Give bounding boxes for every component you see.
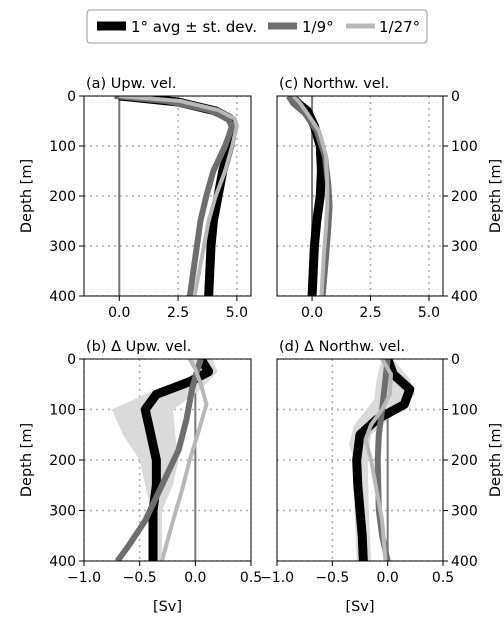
- panel-b-delta-upwelling: −1.0 −0.5 0.0 0.5 0 100 200 300 400 (b) Δ Upw. ve…: [19, 339, 262, 615]
- panel-title: (b) Δ Upw. vel.: [86, 339, 191, 355]
- y-tick-label: 300: [49, 504, 76, 520]
- y-tick-label: 400: [49, 554, 76, 570]
- x-tick-label: 2.5: [167, 305, 189, 321]
- y-tick-label: 200: [451, 189, 478, 205]
- y-axis-label: Depth [m]: [488, 159, 504, 233]
- series-line-3: [119, 96, 239, 296]
- y-tick-label: 100: [49, 403, 76, 419]
- x-tick-label: 5.0: [226, 305, 248, 321]
- legend-label-1-27deg: 1/27°: [379, 18, 420, 36]
- panel-title: (d) Δ Northw. vel.: [279, 339, 405, 355]
- stdev-band: [348, 359, 416, 561]
- y-tick-label: 100: [49, 139, 76, 155]
- y-tick-label: 400: [49, 289, 76, 305]
- legend: 1° avg ± st. dev. 1/9° 1/27°: [86, 9, 428, 44]
- x-tick-label: 0.0: [377, 570, 399, 586]
- panel-title: (a) Upw. vel.: [86, 76, 177, 92]
- y-tick-label: 100: [451, 139, 478, 155]
- y-tick-label: 300: [49, 239, 76, 255]
- x-tick-label: −0.5: [123, 570, 157, 586]
- x-tick-label: 0.5: [432, 570, 454, 586]
- x-tick-label: 2.5: [359, 305, 381, 321]
- x-tick-label: 0.0: [301, 305, 323, 321]
- series-line-3: [291, 96, 330, 296]
- x-axis-label: [Sv]: [345, 599, 374, 615]
- y-tick-label: 200: [451, 453, 478, 469]
- plot-area: [277, 96, 443, 296]
- x-tick-label: −1.0: [260, 570, 294, 586]
- plot-area: [84, 359, 251, 561]
- plot-area: [84, 96, 251, 296]
- series-line-3: [363, 359, 393, 561]
- y-tick-label: 200: [49, 453, 76, 469]
- series-line-3: [160, 359, 209, 561]
- panel-c-northward: 0.0 2.5 5.0 0 100 200 300 400 (c) Northw. vel. De…: [276, 76, 504, 321]
- y-axis-label: Depth [m]: [19, 159, 35, 233]
- panel-title: (c) Northw. vel.: [279, 76, 389, 92]
- legend-label-1deg: 1° avg ± st. dev.: [131, 18, 257, 36]
- y-axis-label: Depth [m]: [488, 423, 504, 497]
- x-tick-label: 0.0: [184, 570, 206, 586]
- y-tick-label: 400: [451, 554, 478, 570]
- x-tick-label: 0.0: [108, 305, 130, 321]
- series-line-1: [352, 359, 415, 561]
- y-tick-label: 0: [451, 352, 460, 368]
- y-tick-label: 0: [67, 352, 76, 368]
- y-tick-label: 0: [67, 89, 76, 105]
- plot-area: [277, 359, 443, 561]
- y-tick-label: 200: [49, 189, 76, 205]
- series-line-2: [114, 96, 236, 296]
- x-axis-label: [Sv]: [153, 599, 182, 615]
- y-tick-label: 300: [451, 504, 478, 520]
- x-tick-label: −0.5: [315, 570, 349, 586]
- y-axis-label: Depth [m]: [19, 423, 35, 497]
- x-tick-label: −1.0: [67, 570, 101, 586]
- x-tick-label: 0.5: [240, 570, 262, 586]
- stdev-band: [111, 359, 218, 561]
- legend-label-1-9deg: 1/9°: [302, 18, 334, 36]
- panel-a-upwelling: 0.0 2.5 5.0 0 100 200 300 400 (a) Upw. vel. Depth…: [19, 76, 252, 321]
- y-tick-label: 100: [451, 403, 478, 419]
- legend-frame: [86, 9, 428, 44]
- y-tick-label: 0: [451, 89, 460, 105]
- y-tick-label: 400: [451, 289, 478, 305]
- panel-d-delta-northward: −1.0 −0.5 0.0 0.5 0 100 200 300 400 (d) Δ Northw.…: [260, 339, 504, 615]
- x-tick-label: 5.0: [418, 305, 440, 321]
- y-tick-label: 300: [451, 239, 478, 255]
